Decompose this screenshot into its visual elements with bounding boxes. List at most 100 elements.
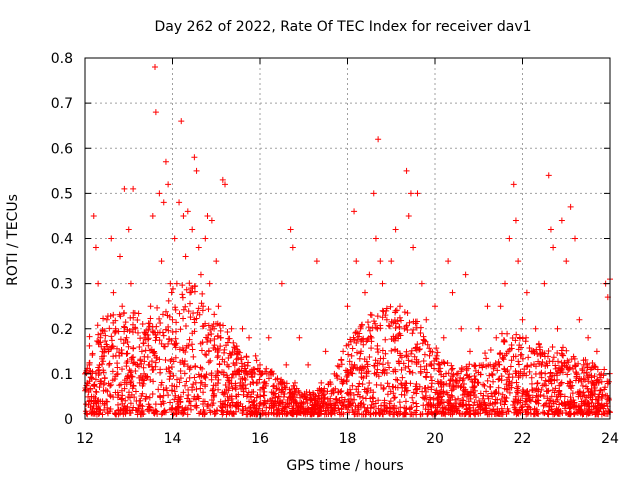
data-point	[304, 409, 311, 416]
data-point	[587, 366, 594, 373]
data-point	[210, 400, 217, 407]
data-point	[229, 349, 236, 356]
data-point	[528, 380, 535, 387]
data-point	[196, 410, 203, 417]
data-point	[194, 309, 201, 316]
data-point	[463, 405, 470, 412]
data-point	[177, 393, 184, 400]
data-point	[360, 374, 367, 381]
data-point	[515, 358, 522, 365]
data-point	[145, 326, 152, 333]
data-point	[567, 394, 574, 401]
data-point	[114, 364, 121, 371]
data-point	[160, 400, 167, 407]
data-point	[454, 407, 461, 414]
data-point	[396, 314, 403, 321]
data-point	[366, 380, 373, 387]
data-point	[348, 352, 355, 359]
data-point	[118, 395, 125, 402]
data-point	[250, 388, 257, 395]
data-point	[279, 379, 286, 386]
data-point	[563, 258, 570, 265]
data-point	[448, 362, 455, 369]
data-point	[458, 366, 465, 373]
data-point	[193, 386, 200, 393]
data-point	[593, 409, 600, 416]
data-point	[125, 226, 132, 233]
data-point	[495, 384, 502, 391]
data-point	[536, 346, 543, 353]
data-point	[160, 199, 167, 206]
data-point	[241, 375, 248, 382]
data-point	[231, 345, 238, 352]
data-point	[310, 389, 317, 396]
data-point	[426, 352, 433, 359]
data-point	[261, 388, 268, 395]
data-point	[169, 316, 176, 323]
data-point	[289, 386, 295, 393]
data-point	[257, 393, 264, 400]
data-point	[480, 392, 487, 399]
x-tick-label: 20	[426, 431, 444, 447]
data-point	[279, 411, 286, 418]
data-point	[304, 400, 311, 407]
data-point	[92, 395, 99, 402]
data-point	[119, 366, 126, 373]
data-point	[147, 315, 154, 322]
data-point	[182, 253, 189, 260]
data-point	[358, 370, 365, 377]
data-point	[260, 384, 267, 391]
data-point	[488, 370, 495, 377]
data-point	[216, 361, 223, 368]
data-point	[452, 376, 459, 383]
data-point	[257, 361, 263, 368]
data-point	[455, 395, 462, 402]
data-point	[211, 325, 218, 332]
data-point	[105, 380, 112, 387]
data-point	[521, 370, 528, 377]
data-point	[486, 411, 493, 418]
data-point	[462, 271, 469, 278]
data-point	[384, 359, 391, 366]
data-point	[449, 365, 456, 372]
data-point	[502, 368, 509, 375]
data-point	[567, 203, 574, 210]
data-point	[482, 350, 489, 357]
data-point	[251, 397, 258, 404]
data-point	[185, 391, 192, 398]
data-point	[106, 325, 113, 332]
data-point	[541, 350, 548, 357]
data-point	[290, 382, 297, 389]
data-point	[116, 382, 123, 389]
data-point	[402, 384, 409, 391]
data-point	[334, 375, 341, 382]
data-point	[220, 369, 227, 376]
data-point	[207, 337, 214, 344]
data-point	[565, 359, 572, 366]
data-point	[103, 341, 110, 348]
data-point	[283, 361, 290, 368]
data-point	[556, 387, 563, 394]
data-point	[327, 397, 333, 404]
data-point	[575, 377, 582, 384]
data-point	[112, 352, 119, 359]
data-point	[386, 364, 393, 371]
data-point	[327, 379, 334, 386]
data-point	[475, 325, 482, 332]
data-point	[395, 358, 402, 365]
data-point	[338, 388, 345, 395]
data-point	[226, 379, 233, 386]
data-point	[151, 410, 158, 417]
data-point	[259, 370, 266, 377]
data-point	[372, 235, 379, 242]
data-point	[208, 372, 215, 379]
data-point	[395, 332, 402, 339]
data-point	[172, 354, 179, 361]
data-point	[230, 370, 237, 377]
data-point	[150, 366, 157, 373]
data-point	[233, 356, 240, 363]
data-point	[180, 212, 187, 219]
data-point	[130, 383, 137, 390]
data-point	[132, 388, 139, 395]
data-point	[569, 382, 576, 389]
